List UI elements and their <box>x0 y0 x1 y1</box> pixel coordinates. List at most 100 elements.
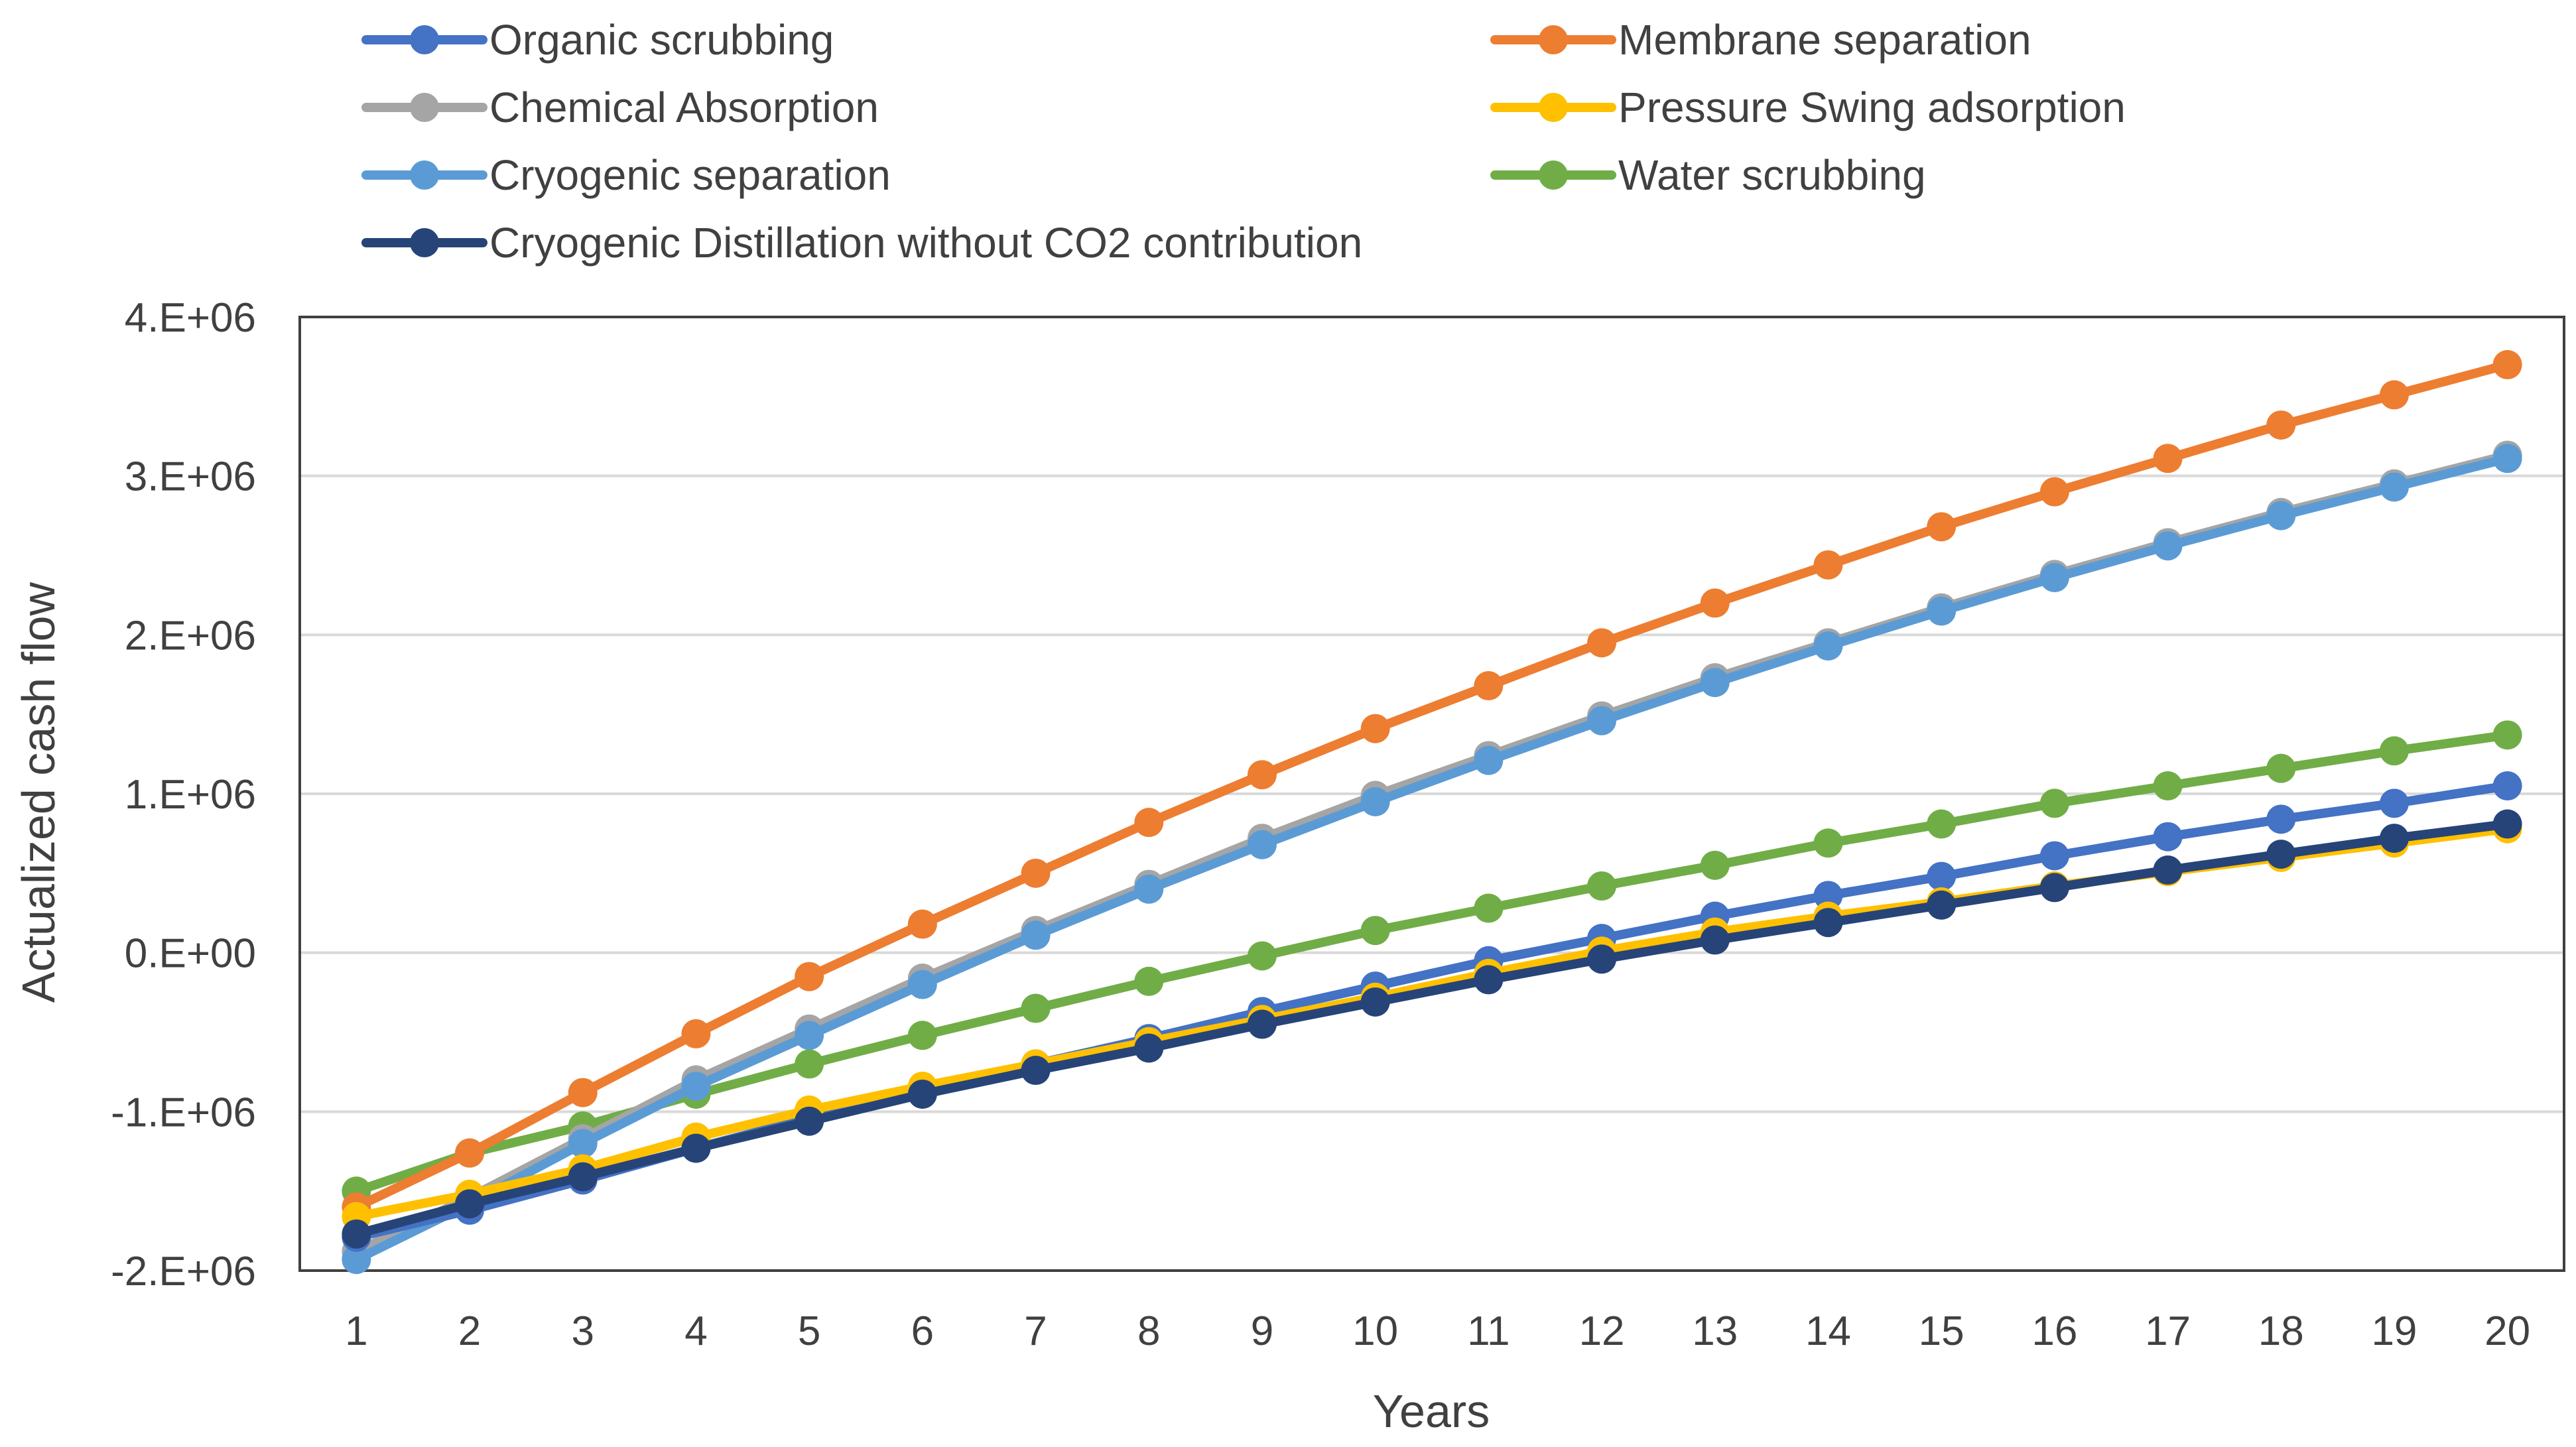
legend-item-water-scrubbing: Water scrubbing <box>1490 151 1926 199</box>
axes: -2.E+06 -1.E+06 0.E+00 1.E+06 2.E+06 3.E+06 4.… <box>111 295 2565 1354</box>
data-point <box>1587 871 1617 901</box>
data-point <box>1474 671 1504 701</box>
data-point <box>2153 771 2183 801</box>
y-tick-label: 0.E+00 <box>125 931 256 977</box>
data-point <box>681 1019 711 1048</box>
y-tick-label: -2.E+06 <box>111 1249 256 1294</box>
data-point <box>2492 349 2522 379</box>
legend-label: Chemical Absorption <box>489 84 879 131</box>
data-point <box>1134 966 1164 996</box>
data-point <box>2492 809 2522 839</box>
gridlines <box>300 474 2564 1113</box>
data-point <box>1360 714 1390 743</box>
data-point <box>795 962 824 991</box>
x-tick-label: 1 <box>345 1308 367 1354</box>
y-axis-title: Actualized cash flow <box>13 582 64 1003</box>
data-point <box>342 1219 371 1249</box>
x-tick-label: 9 <box>1251 1308 1273 1354</box>
series-line <box>352 781 2512 1242</box>
legend-item-cryogenic-distillation-without-co2-contribution: Cryogenic Distillation without CO2 contr… <box>361 219 1362 267</box>
data-point <box>1700 588 1730 618</box>
data-point <box>342 1245 371 1275</box>
data-point <box>1021 1056 1051 1086</box>
y-tick-label: 4.E+06 <box>125 295 256 341</box>
data-point <box>2379 472 2409 502</box>
legend-swatch-marker <box>410 228 439 257</box>
data-point <box>1247 760 1277 790</box>
legend-label: Membrane separation <box>1618 16 2031 64</box>
x-tick-label: 13 <box>1692 1308 1738 1354</box>
data-point <box>2039 477 2069 507</box>
x-axis-title: Years <box>1373 1385 1490 1437</box>
data-point <box>1134 874 1164 904</box>
data-point <box>1021 993 1051 1023</box>
legend-swatch-marker <box>1539 160 1568 190</box>
data-point <box>1474 745 1504 775</box>
data-point <box>1474 893 1504 923</box>
data-point <box>1813 550 1843 580</box>
x-tick-label: 4 <box>684 1308 707 1354</box>
series-membrane-separation <box>342 349 2522 1222</box>
data-point <box>1021 858 1051 888</box>
data-point <box>1247 830 1277 859</box>
data-point <box>2039 788 2069 818</box>
data-point <box>2492 444 2522 473</box>
data-point <box>2379 736 2409 766</box>
x-tick-label: 5 <box>798 1308 820 1354</box>
data-point <box>2153 444 2183 473</box>
data-point <box>568 1129 598 1159</box>
data-point <box>1360 916 1390 946</box>
x-tick-label: 11 <box>1467 1308 1510 1354</box>
legend-swatch-marker <box>1539 93 1568 122</box>
x-tick-label: 15 <box>1919 1308 1964 1354</box>
x-tick-label: 2 <box>458 1308 481 1354</box>
legend-item-cryogenic-separation: Cryogenic separation <box>361 151 891 199</box>
series-line <box>352 450 2512 1257</box>
data-point <box>2153 822 2183 851</box>
legend-item-organic-scrubbing: Organic scrubbing <box>361 16 834 64</box>
y-tick-label: 3.E+06 <box>125 454 256 500</box>
data-point <box>2153 855 2183 885</box>
x-tick-label: 6 <box>911 1308 934 1354</box>
series-water-scrubbing <box>342 720 2522 1206</box>
data-point <box>1474 965 1504 995</box>
data-point <box>2492 771 2522 801</box>
x-tick-label: 19 <box>2371 1308 2417 1354</box>
data-point <box>1813 908 1843 938</box>
data-point <box>2492 720 2522 750</box>
series-line <box>352 824 2512 1222</box>
legend-label: Cryogenic Distillation without CO2 contr… <box>489 219 1362 267</box>
series-line <box>352 730 2512 1196</box>
data-point <box>907 909 937 939</box>
data-point <box>2266 840 2296 869</box>
x-tick-label: 8 <box>1137 1308 1160 1354</box>
legend-item-membrane-separation: Membrane separation <box>1490 16 2031 64</box>
data-point <box>795 1049 824 1079</box>
data-point <box>568 1162 598 1192</box>
legend-label: Pressure Swing adsorption <box>1618 84 2126 131</box>
data-point <box>1360 987 1390 1017</box>
series-line <box>352 359 2512 1212</box>
legend-label: Organic scrubbing <box>489 16 834 64</box>
data-point <box>1247 1009 1277 1039</box>
data-point <box>2039 841 2069 871</box>
data-point <box>1700 925 1730 955</box>
data-point <box>2153 531 2183 561</box>
data-point <box>1134 808 1164 838</box>
legend-swatch-marker <box>410 93 439 122</box>
data-point <box>1587 706 1617 735</box>
data-point <box>2379 380 2409 410</box>
x-tick-label: 14 <box>1805 1308 1851 1354</box>
data-point <box>1927 512 1957 542</box>
data-point <box>1927 809 1957 839</box>
data-point <box>2379 824 2409 853</box>
data-point <box>2266 410 2296 440</box>
x-tick-label: 20 <box>2484 1308 2530 1354</box>
y-tick-label: 1.E+06 <box>125 772 256 818</box>
x-tick-label: 16 <box>2031 1308 2077 1354</box>
data-point <box>1587 628 1617 658</box>
x-tick-label: 17 <box>2145 1308 2191 1354</box>
data-point <box>1700 668 1730 698</box>
